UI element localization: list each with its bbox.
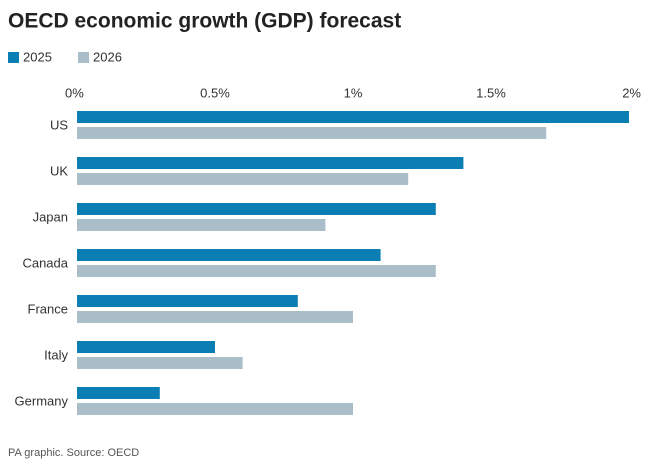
bar <box>77 249 381 261</box>
bar <box>77 403 353 415</box>
bar <box>77 295 298 307</box>
y-tick-label: Italy <box>44 347 68 362</box>
y-tick-label: UK <box>50 163 68 178</box>
bar <box>77 387 160 399</box>
y-tick-label: France <box>28 301 68 316</box>
bar <box>77 127 547 139</box>
bar <box>77 357 243 369</box>
x-tick-label: 0.5% <box>200 85 230 100</box>
legend-swatch <box>8 52 19 63</box>
chart-title: OECD economic growth (GDP) forecast <box>8 10 401 33</box>
x-tick-label: 2% <box>622 85 641 100</box>
legend-label: 2025 <box>23 49 52 64</box>
bar <box>77 203 436 215</box>
legend-label: 2026 <box>93 49 122 64</box>
y-tick-label: Germany <box>15 393 69 408</box>
bar <box>77 219 326 231</box>
y-tick-label: Japan <box>33 209 68 224</box>
legend-swatch <box>78 52 89 63</box>
source-note: PA graphic. Source: OECD <box>8 447 139 459</box>
x-tick-label: 0% <box>65 85 84 100</box>
x-tick-label: 1.5% <box>476 85 506 100</box>
y-tick-label: US <box>50 117 68 132</box>
bar <box>77 265 436 277</box>
y-tick-label: Canada <box>22 255 68 270</box>
x-tick-label: 1% <box>344 85 363 100</box>
bar <box>77 341 215 353</box>
bar <box>77 157 464 169</box>
bar <box>77 173 409 185</box>
bar <box>77 111 629 123</box>
bar <box>77 311 353 323</box>
